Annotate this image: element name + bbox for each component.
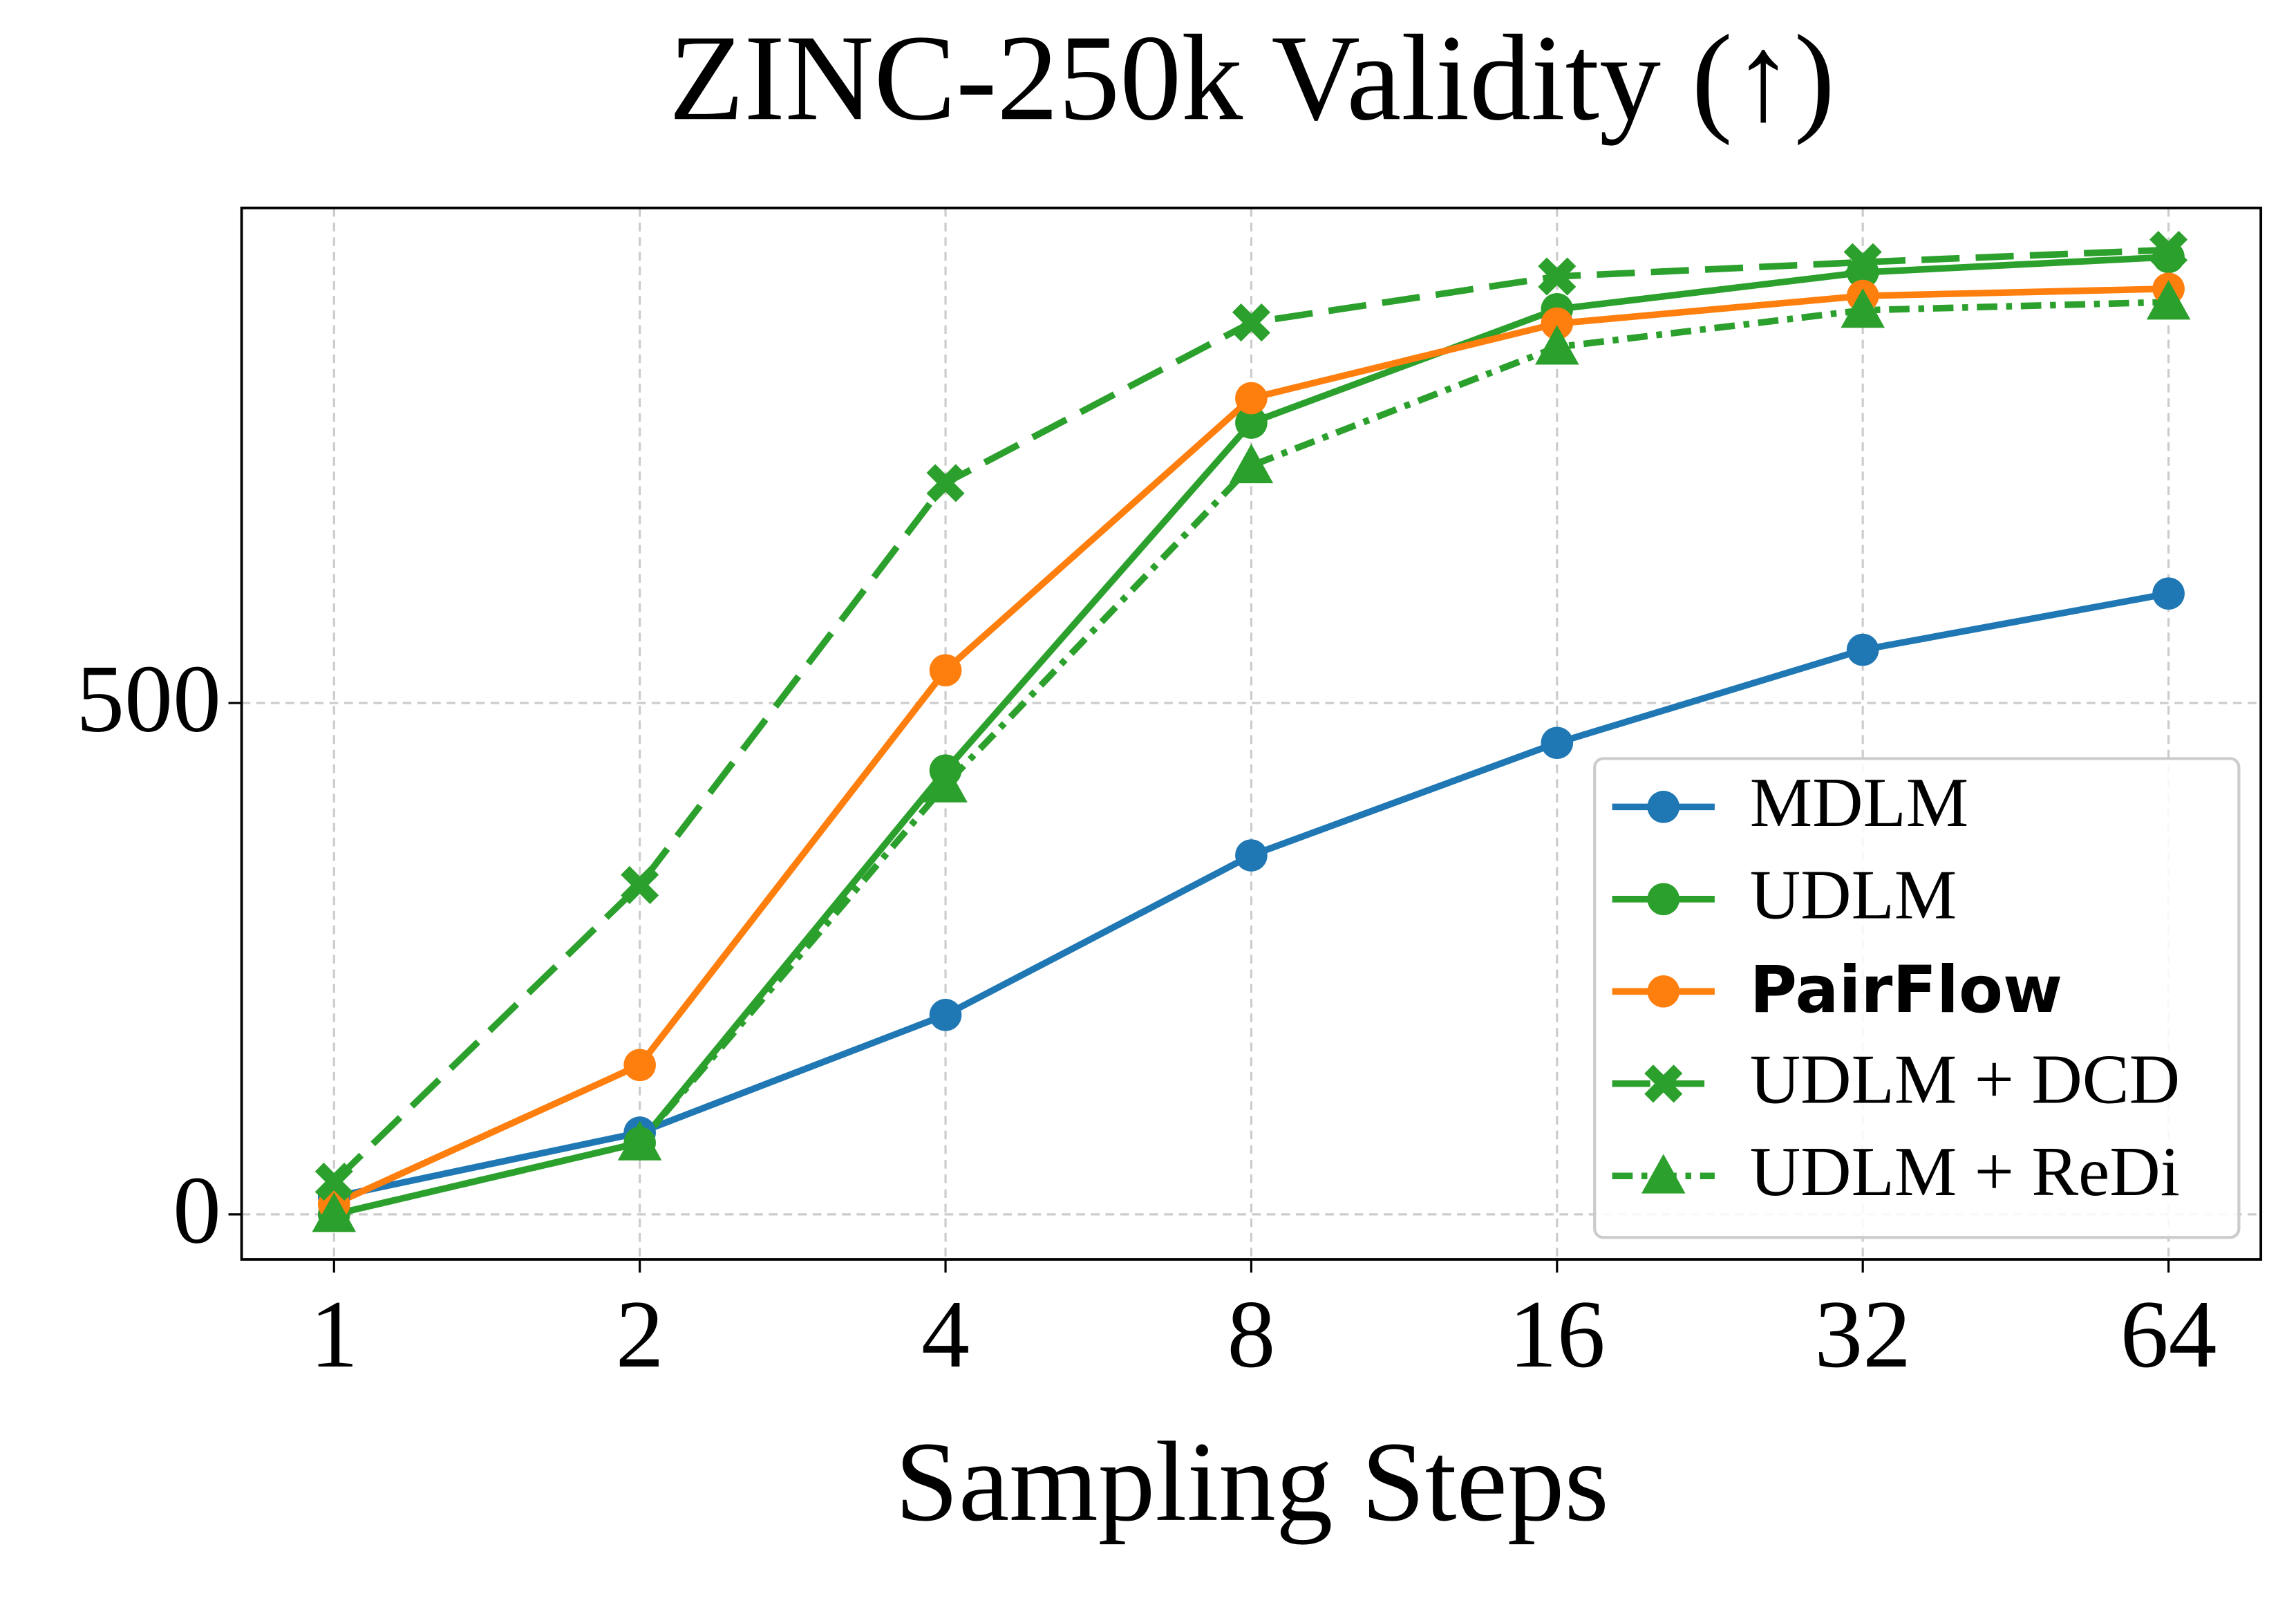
marker — [2146, 280, 2191, 320]
x-tick-label: 4 — [921, 1281, 970, 1388]
y-tick-label: 500 — [76, 646, 221, 753]
marker — [926, 464, 965, 503]
marker — [1541, 726, 1574, 760]
x-tick-label: 64 — [2120, 1281, 2217, 1388]
x-tick-label: 1 — [310, 1281, 358, 1388]
marker — [2152, 577, 2185, 610]
legend-marker — [1647, 791, 1680, 823]
marker — [2149, 230, 2188, 270]
legend-label: UDLM + ReDi — [1750, 1132, 2180, 1210]
marker — [1235, 406, 1268, 439]
legend-label: MDLM — [1750, 763, 1968, 841]
marker — [1843, 243, 1882, 281]
marker — [621, 865, 659, 904]
marker — [1535, 325, 1579, 365]
x-tick-label: 2 — [616, 1281, 664, 1388]
legend-marker — [1641, 1154, 1686, 1194]
legend-label: UDLM — [1750, 855, 1957, 933]
legend-label: UDLM + DCD — [1750, 1040, 2180, 1118]
legend-marker — [1647, 975, 1680, 1008]
marker — [1235, 382, 1268, 415]
marker — [929, 999, 962, 1031]
legend-label: PairFlow — [1750, 952, 2062, 1027]
marker — [1841, 288, 1885, 328]
legend-marker — [1644, 1064, 1683, 1103]
y-tick-label: 0 — [173, 1156, 221, 1264]
plot-frame — [240, 206, 2263, 1261]
marker — [1229, 443, 1274, 484]
marker — [314, 1163, 353, 1201]
marker — [623, 1049, 656, 1082]
x-tick-label: 8 — [1227, 1281, 1275, 1388]
marker — [1232, 303, 1270, 342]
x-tick-label: 32 — [1814, 1281, 1911, 1388]
marker — [1235, 839, 1268, 872]
chart-title: ZINC-250k Validity (↑) — [669, 10, 1835, 146]
marker — [617, 1120, 662, 1161]
marker — [312, 1192, 357, 1232]
legend-marker — [1647, 883, 1680, 916]
marker — [1541, 307, 1574, 340]
x-tick-label: 16 — [1509, 1281, 1606, 1388]
marker — [929, 654, 962, 686]
x-axis-label: Sampling Steps — [895, 1418, 1609, 1545]
marker — [923, 762, 968, 802]
marker — [1538, 257, 1577, 296]
legend-box — [1593, 757, 2241, 1239]
marker — [1846, 633, 1879, 666]
